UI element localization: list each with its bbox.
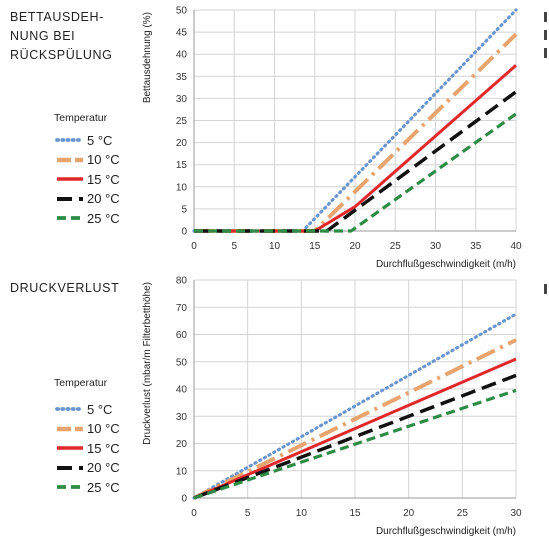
edge-marker <box>544 12 547 22</box>
x-tick-label: 20 <box>403 508 415 519</box>
y-tick-label: 80 <box>176 276 188 287</box>
section-title-bed-expansion: BETTAUSDEH- NUNG BEI RÜCKSPÜLUNG <box>10 10 113 62</box>
legend-item: 20 °C <box>55 190 120 208</box>
legend-item: 25 °C <box>55 478 120 496</box>
legend-title: Temperatur <box>54 377 108 389</box>
legend-swatch <box>57 216 83 220</box>
y-tick-label: 50 <box>176 6 188 17</box>
legend-item: 15 °C <box>55 170 120 188</box>
series-line-15c <box>193 357 517 500</box>
y-tick-label: 40 <box>176 50 188 61</box>
x-tick-label: 25 <box>457 508 469 519</box>
y-tick-label: 5 <box>181 204 187 215</box>
series-line-20c <box>193 373 517 500</box>
x-tick-label: 40 <box>510 241 522 252</box>
x-tick-label: 0 <box>191 241 197 252</box>
legend-label: 5 °C <box>87 401 113 417</box>
y-tick-label: 30 <box>176 94 188 105</box>
y-tick-label: 50 <box>176 357 188 368</box>
x-tick-label: 20 <box>349 241 361 252</box>
legend-label: 10 °C <box>87 152 120 167</box>
legend-swatch <box>57 485 83 489</box>
series-line-25c <box>194 112 517 233</box>
legend-swatch <box>55 407 85 411</box>
y-tick-label: 40 <box>176 385 188 396</box>
y-tick-label: 70 <box>176 303 188 314</box>
legend-item: 5 °C <box>55 400 112 418</box>
legend-label: 20 °C <box>87 191 120 206</box>
y-tick-label: 25 <box>176 116 188 127</box>
legend-label: 20 °C <box>87 460 120 475</box>
y-tick-label: 15 <box>176 160 188 171</box>
legend-swatch <box>57 196 83 201</box>
x-tick-label: 15 <box>309 241 321 252</box>
x-tick-label: 25 <box>390 241 402 252</box>
legend-item: 20 °C <box>55 459 120 477</box>
y-tick-label: 10 <box>176 182 188 193</box>
y-tick-label: 10 <box>176 466 188 477</box>
legend-label: 5 °C <box>87 132 113 148</box>
x-tick-label: 10 <box>296 508 308 519</box>
section-title-pressure-loss: DRUCKVERLUST <box>10 281 120 295</box>
series-line-10c <box>193 338 517 500</box>
x-tick-label: 0 <box>191 508 197 519</box>
legend-swatch <box>57 446 83 450</box>
y-tick-label: 0 <box>181 494 187 505</box>
series-line-25c <box>193 388 517 500</box>
legend-item: 10 °C <box>55 420 120 438</box>
x-axis-label: Durchflußgeschwindigkeit (m/h) <box>376 259 516 270</box>
legend-item: 15 °C <box>55 439 120 457</box>
edge-marker <box>544 48 547 58</box>
y-tick-label: 35 <box>176 72 188 83</box>
legend-item: 5 °C <box>55 131 112 149</box>
x-tick-label: 10 <box>269 241 281 252</box>
x-tick-label: 5 <box>245 508 251 519</box>
y-tick-label: 20 <box>176 439 188 450</box>
y-tick-label: 20 <box>176 138 188 149</box>
legend-swatch <box>55 138 85 142</box>
y-tick-label: 45 <box>176 28 188 39</box>
legend-swatch <box>57 157 83 162</box>
y-tick-label: 30 <box>176 412 188 423</box>
y-tick-label: 0 <box>181 227 187 238</box>
legend-label: 25 °C <box>87 479 120 495</box>
legend-label: 10 °C <box>87 421 120 436</box>
legend-label: 25 °C <box>87 210 120 226</box>
legend-swatch <box>57 426 83 431</box>
y-axis-label: Bettausdehnung (%) <box>142 12 153 103</box>
legend-swatch <box>57 465 83 470</box>
x-axis-label: Durchflußgeschwindigkeit (m/h) <box>376 526 516 537</box>
bed-expansion-chart: 0 5 10 15 20 25 30 35 40 45 50 0 5 10 15 20 25 30 35 40 Durc… <box>142 6 522 271</box>
series-line-5c <box>192 312 518 500</box>
x-tick-label: 5 <box>231 241 237 252</box>
legend-label: 15 °C <box>87 171 120 187</box>
legend-swatch <box>57 177 83 181</box>
edge-marker <box>544 284 547 294</box>
legend-title: Temperatur <box>54 112 108 124</box>
edge-marker <box>544 30 547 40</box>
x-tick-label: 35 <box>470 241 482 252</box>
legend-item: 10 °C <box>55 151 120 169</box>
x-tick-label: 15 <box>349 508 361 519</box>
legend-label: 15 °C <box>87 440 120 456</box>
y-axis-label: Druckverlust (mbar/m Filterbetthöhe) <box>142 282 153 445</box>
pressure-loss-chart: 0 10 20 30 40 50 60 70 80 0 5 10 15 20 25 30 Durchflußge… <box>142 276 522 538</box>
x-tick-label: 30 <box>510 508 522 519</box>
x-tick-label: 30 <box>430 241 442 252</box>
legend-item: 25 °C <box>55 209 120 227</box>
y-tick-label: 60 <box>176 330 188 341</box>
